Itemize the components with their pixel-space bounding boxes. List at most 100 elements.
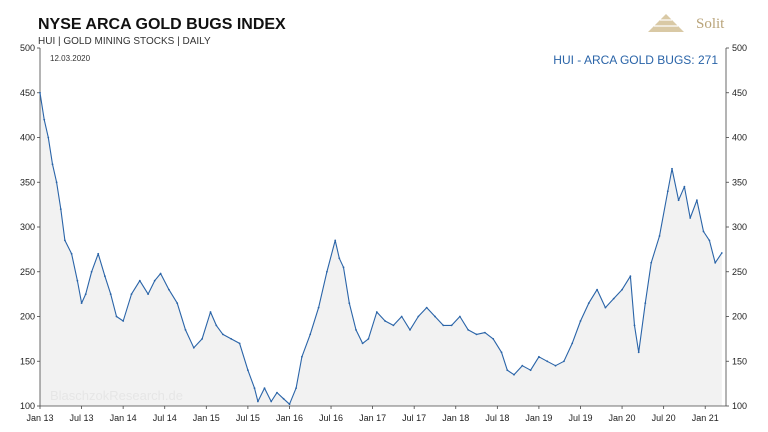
- data-point: [442, 324, 445, 327]
- data-point: [334, 239, 337, 242]
- data-point: [450, 324, 453, 327]
- x-tick-label: Jan 13: [26, 413, 53, 423]
- x-tick-label: Jul 15: [236, 413, 260, 423]
- data-point: [288, 403, 291, 406]
- data-point: [247, 369, 249, 372]
- data-point: [184, 329, 187, 331]
- y-tick-label-left: 150: [20, 356, 35, 366]
- data-point: [604, 306, 607, 309]
- x-tick-label: Jan 14: [110, 413, 137, 423]
- x-tick-label: Jul 16: [319, 413, 343, 423]
- data-point: [720, 252, 723, 254]
- data-point: [115, 315, 118, 318]
- data-point: [492, 338, 495, 340]
- data-point: [64, 239, 66, 242]
- y-tick-label-right: 200: [732, 312, 747, 322]
- data-point: [400, 315, 403, 318]
- chart-date: 12.03.2020: [50, 54, 91, 63]
- data-point: [317, 306, 320, 309]
- data-point: [467, 329, 470, 331]
- y-tick-label-left: 300: [20, 222, 35, 232]
- data-point: [295, 387, 297, 389]
- chart-subtitle: HUI | GOLD MINING STOCKS | DAILY: [38, 36, 211, 47]
- data-point: [355, 329, 357, 331]
- y-tick-label-left: 400: [20, 133, 35, 143]
- data-point: [80, 302, 83, 304]
- data-point: [425, 306, 428, 309]
- x-tick-label: Jan 19: [525, 413, 552, 423]
- data-point: [147, 293, 150, 295]
- data-point: [153, 279, 156, 282]
- watermark: BlaschzokResearch.de: [50, 388, 183, 403]
- data-point: [209, 311, 212, 313]
- y-tick-label-left: 100: [20, 401, 35, 411]
- data-point: [621, 288, 623, 291]
- data-point: [521, 364, 524, 367]
- data-point: [76, 279, 79, 282]
- data-point: [176, 302, 179, 304]
- data-point: [633, 324, 636, 327]
- x-tick-label: Jul 13: [70, 413, 94, 423]
- x-tick-label: Jan 18: [442, 413, 469, 423]
- y-tick-label-right: 500: [732, 43, 747, 53]
- logo-text: Solit: [696, 16, 725, 32]
- data-point: [222, 333, 224, 336]
- x-tick-label: Jan 20: [609, 413, 636, 423]
- data-point: [484, 331, 486, 334]
- y-tick-label-right: 350: [732, 177, 747, 187]
- x-tick-label: Jul 17: [402, 413, 426, 423]
- y-tick-label-right: 150: [732, 356, 747, 366]
- data-point: [571, 342, 574, 345]
- y-tick-label-right: 400: [732, 133, 747, 143]
- data-point: [650, 261, 653, 264]
- data-point: [546, 360, 549, 363]
- data-point: [55, 181, 58, 184]
- data-point: [276, 391, 278, 394]
- data-point: [104, 275, 106, 278]
- plot-area: 100 100 150 150 200 200 250 250 300 300 350 350 400 4…: [20, 43, 747, 423]
- data-point: [689, 217, 692, 219]
- data-point: [644, 302, 647, 304]
- data-point: [84, 293, 87, 295]
- data-point: [538, 355, 540, 358]
- last-value-annotation: HUI - ARCA GOLD BUGS: 271: [553, 53, 718, 67]
- data-point: [629, 275, 632, 278]
- data-point: [459, 315, 461, 318]
- data-point: [563, 360, 565, 363]
- data-point: [201, 338, 204, 340]
- data-point: [109, 293, 112, 295]
- data-point: [417, 315, 420, 318]
- data-point: [159, 272, 162, 275]
- x-tick-label: Jan 21: [692, 413, 719, 423]
- x-tick-label: Jul 20: [652, 413, 676, 423]
- x-tick-label: Jul 14: [153, 413, 177, 423]
- y-tick-label-right: 450: [732, 88, 747, 98]
- chart-title: NYSE ARCA GOLD BUGS INDEX: [38, 16, 286, 33]
- data-point: [348, 302, 351, 304]
- data-point: [342, 266, 345, 269]
- data-point: [338, 257, 341, 260]
- y-tick-label-left: 450: [20, 88, 35, 98]
- data-point: [367, 338, 370, 340]
- data-point: [529, 369, 532, 372]
- data-point: [90, 270, 93, 273]
- data-point: [263, 387, 266, 389]
- data-point: [257, 400, 259, 403]
- data-point: [59, 208, 62, 211]
- data-point: [708, 239, 711, 242]
- data-point: [696, 199, 698, 202]
- data-point: [587, 302, 590, 304]
- data-point: [282, 397, 285, 400]
- data-point: [513, 373, 515, 376]
- data-point: [43, 118, 46, 121]
- data-point: [47, 136, 50, 139]
- x-tick-label: Jan 15: [193, 413, 220, 423]
- data-point: [409, 329, 411, 331]
- data-point: [666, 190, 669, 193]
- y-tick-label-left: 250: [20, 267, 35, 277]
- data-point: [683, 185, 686, 188]
- data-point: [702, 230, 705, 233]
- data-point: [384, 320, 386, 322]
- data-point: [506, 369, 509, 372]
- y-tick-label-left: 350: [20, 177, 35, 187]
